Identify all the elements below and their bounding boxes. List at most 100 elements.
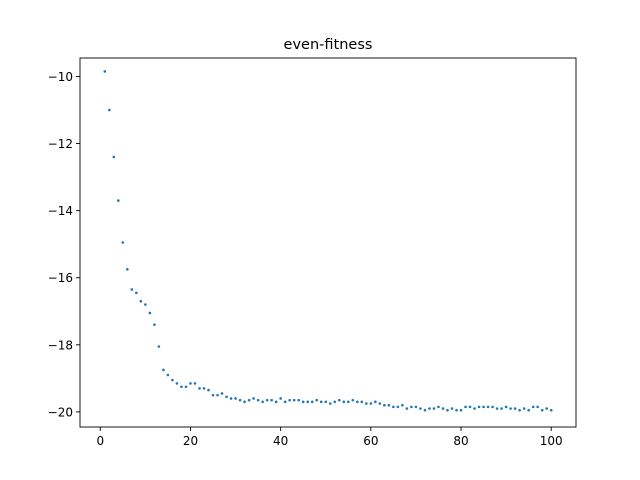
data-point: [374, 400, 377, 404]
data-point: [401, 403, 404, 407]
data-point: [419, 407, 422, 410]
data-point: [450, 407, 454, 410]
data-point: [234, 397, 237, 400]
data-point: [175, 382, 179, 385]
data-point: [437, 405, 440, 409]
data-point: [387, 403, 391, 407]
data-point: [148, 311, 152, 315]
data-point: [315, 398, 319, 402]
data-point: [346, 400, 350, 404]
data-point: [117, 199, 120, 202]
data-point: [288, 398, 291, 402]
data-point: [283, 400, 287, 404]
data-point: [189, 382, 192, 385]
plot-frame: [79, 57, 577, 428]
data-point: [545, 407, 548, 410]
data-point: [356, 400, 359, 404]
data-point: [491, 405, 494, 409]
data-point: [229, 397, 233, 400]
data-point: [414, 405, 418, 409]
data-point: [301, 400, 305, 404]
data-point: [428, 407, 431, 410]
data-point: [446, 408, 449, 412]
data-point: [207, 388, 210, 392]
ticks-layer: 0 20 40 60 80 100 −20 −18 −16 −14 −12 −10: [48, 70, 563, 448]
data-point: [540, 408, 544, 412]
chart-title: even-fitness: [284, 37, 373, 53]
data-point: [342, 400, 346, 404]
data-point: [103, 70, 107, 73]
data-point: [265, 398, 269, 402]
data-point: [126, 268, 129, 271]
data-point: [360, 400, 364, 404]
data-point: [328, 402, 332, 405]
data-point: [495, 407, 499, 410]
data-point: [243, 400, 246, 404]
data-point: [423, 408, 427, 412]
data-point: [473, 407, 476, 410]
data-point: [247, 398, 251, 402]
y-tick-label: −18: [48, 338, 73, 352]
y-tick-label: −16: [48, 271, 73, 285]
data-point: [162, 368, 165, 372]
data-point: [130, 288, 134, 291]
y-tick-label: −10: [48, 70, 73, 84]
data-point: [410, 405, 413, 409]
data-point: [139, 299, 143, 303]
data-point: [455, 408, 458, 412]
data-point: [144, 303, 147, 306]
data-point: [536, 405, 539, 409]
y-tick-label: −14: [48, 204, 73, 218]
data-point: [518, 408, 521, 412]
data-point: [319, 400, 323, 404]
data-point: [171, 378, 174, 382]
data-point: [279, 397, 282, 400]
data-point: [333, 400, 337, 404]
data-point: [477, 405, 481, 409]
data-point: [482, 405, 485, 409]
y-tick-label: −20: [48, 405, 73, 419]
data-point: [527, 408, 530, 412]
data-point: [369, 402, 373, 405]
data-point: [270, 398, 273, 402]
data-point: [549, 408, 553, 412]
data-point: [383, 403, 386, 407]
y-tick-label: −12: [48, 137, 73, 151]
data-point: [274, 400, 278, 404]
data-point: [238, 398, 242, 402]
data-point: [297, 398, 300, 402]
data-point: [193, 382, 197, 385]
data-point: [432, 407, 436, 410]
data-point: [337, 398, 341, 402]
data-point: [112, 155, 116, 159]
data-point: [324, 400, 328, 404]
data-point: [351, 398, 355, 402]
data-point: [504, 405, 508, 409]
data-point: [500, 407, 503, 410]
data-point: [225, 395, 228, 399]
data-point: [157, 345, 161, 348]
x-tick-label: 0: [96, 434, 104, 448]
data-point: [198, 387, 201, 390]
data-point: [184, 385, 188, 389]
x-tick-label: 20: [183, 434, 198, 448]
data-point: [306, 400, 310, 404]
data-point: [486, 405, 490, 409]
points-layer: [103, 70, 553, 412]
data-point: [216, 393, 219, 397]
data-point: [220, 392, 224, 395]
data-point: [292, 398, 296, 402]
data-point: [211, 393, 215, 397]
x-tick-label: 80: [453, 434, 468, 448]
data-point: [365, 402, 368, 405]
data-point: [464, 405, 467, 409]
data-point: [310, 400, 314, 404]
data-point: [378, 402, 382, 405]
data-point: [180, 385, 183, 389]
x-tick-label: 60: [363, 434, 378, 448]
data-point: [153, 323, 156, 326]
data-point: [513, 407, 517, 410]
data-point: [509, 407, 512, 410]
data-point: [522, 407, 526, 410]
